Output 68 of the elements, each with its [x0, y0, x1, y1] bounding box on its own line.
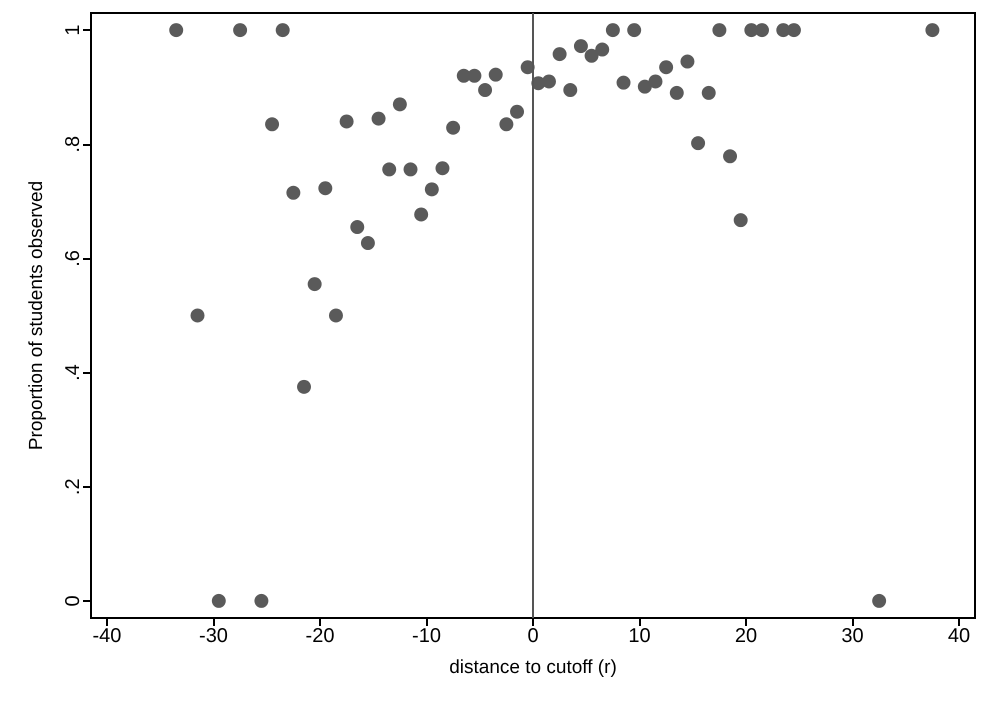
y-axis-title: Proportion of students observed	[26, 180, 47, 450]
x-tick-label: 0	[527, 625, 539, 647]
point	[254, 594, 268, 608]
y-tick-label: 0	[62, 595, 84, 606]
x-tick-label: 20	[734, 625, 758, 647]
point	[499, 117, 514, 132]
point	[542, 74, 556, 88]
point	[372, 112, 386, 126]
point	[670, 86, 684, 100]
point	[286, 186, 300, 200]
point	[510, 104, 524, 119]
point	[925, 23, 940, 38]
point	[755, 23, 769, 38]
point	[276, 23, 290, 38]
point	[638, 80, 652, 94]
point	[584, 48, 599, 63]
point	[734, 213, 748, 228]
y-tick-label: .6	[62, 250, 84, 267]
point	[424, 182, 439, 196]
point	[606, 23, 620, 38]
x-tick-label: 30	[841, 625, 864, 647]
point	[467, 68, 482, 83]
point	[297, 380, 312, 394]
point	[382, 162, 396, 176]
x-tick-label: -30	[199, 625, 228, 647]
point	[574, 39, 588, 54]
point	[308, 277, 322, 292]
point	[680, 54, 694, 69]
point	[659, 60, 674, 74]
point	[233, 23, 248, 38]
point	[169, 23, 184, 38]
y-tick-label: .2	[62, 478, 84, 496]
point	[190, 308, 205, 322]
point	[595, 42, 610, 57]
point	[616, 76, 631, 90]
point	[212, 594, 226, 608]
point	[786, 23, 801, 38]
x-tick-label: 40	[948, 625, 970, 647]
point	[702, 86, 716, 100]
point	[648, 74, 662, 88]
point	[563, 83, 578, 98]
point	[360, 236, 375, 250]
point	[712, 23, 726, 38]
point	[488, 68, 503, 82]
point	[318, 181, 332, 196]
x-tick-label: -20	[306, 625, 334, 647]
point	[350, 220, 364, 234]
point	[552, 47, 567, 62]
point	[627, 23, 642, 38]
x-tick-label: 10	[628, 625, 651, 647]
point	[723, 149, 738, 164]
point	[872, 594, 886, 608]
point	[340, 114, 354, 128]
point	[414, 207, 428, 222]
point	[435, 161, 450, 176]
point	[691, 136, 706, 150]
x-axis-title: distance to cutoff (r)	[449, 657, 617, 678]
y-tick-label: .4	[62, 364, 84, 381]
point	[265, 117, 280, 132]
point	[404, 162, 418, 176]
x-tick-label: -40	[92, 625, 122, 647]
point	[392, 97, 407, 112]
y-tick-label: .8	[62, 136, 84, 153]
point	[478, 83, 492, 98]
point	[328, 308, 343, 322]
point	[446, 120, 460, 135]
x-tick-label: -10	[412, 625, 441, 647]
y-tick-label: 1	[62, 24, 84, 36]
